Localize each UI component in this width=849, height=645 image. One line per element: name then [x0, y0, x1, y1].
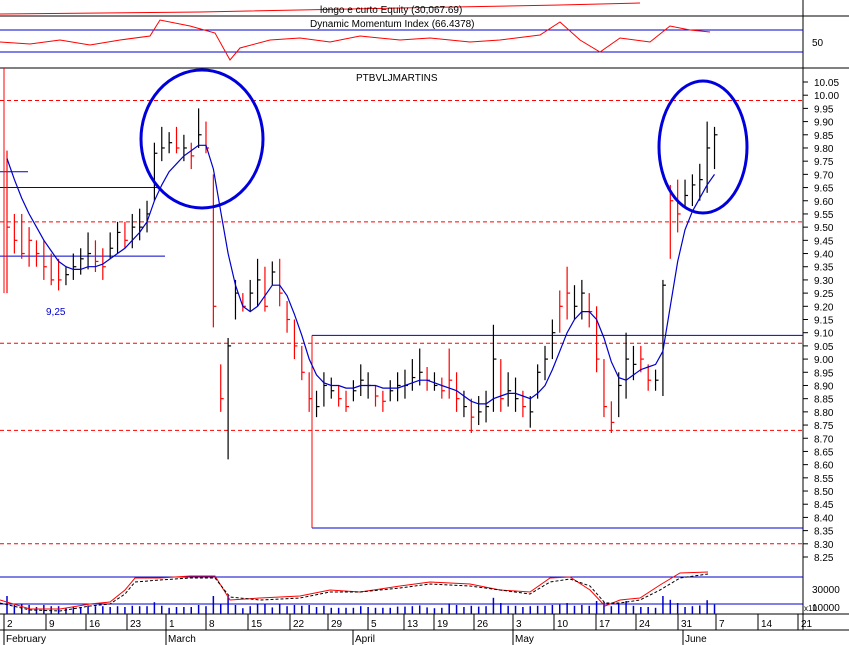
day-label: 3	[516, 619, 522, 630]
day-label: 21	[801, 619, 813, 630]
price-tick-label: 8.25	[814, 553, 834, 564]
price-tick-label: 8.65	[814, 447, 834, 458]
price-tick-label: 8.70	[814, 434, 834, 445]
day-label: 24	[639, 619, 651, 630]
price-tick-label: 10.00	[814, 91, 839, 102]
moving-average-line	[6, 144, 715, 405]
date-axis: 2 9 16 23 1 8 15 22 29 5 13 19 26 3 10 17 24 31 7 14 21Febru…	[3, 614, 813, 645]
price-tick-label: 9.75	[814, 157, 834, 168]
day-label: 8	[209, 619, 215, 630]
price-tick-label: 8.90	[814, 381, 834, 392]
month-label: April	[355, 634, 375, 645]
day-label: 15	[251, 619, 263, 630]
day-label: 23	[130, 619, 142, 630]
day-label: 2	[7, 619, 13, 630]
volume-bars	[6, 596, 716, 614]
price-tick-label: 9.35	[814, 263, 834, 274]
price-tick-label: 9.50	[814, 223, 834, 234]
price-tick-label: 10.05	[814, 78, 839, 89]
day-label: 1	[169, 619, 175, 630]
dmi-panel: Dynamic Momentum Index (66.4378) 50	[0, 19, 824, 61]
price-annotation: 9,25	[46, 307, 66, 318]
day-label: 5	[371, 619, 377, 630]
day-label: 22	[293, 619, 305, 630]
equity-line	[0, 2, 641, 15]
price-tick-label: 9.15	[814, 316, 834, 327]
day-label: 13	[407, 619, 419, 630]
price-tick-label: 9.70	[814, 170, 834, 181]
day-label: 19	[437, 619, 449, 630]
equity-title: longo e curto Equity (30,067.69)	[320, 5, 462, 16]
price-panel: PTBVLJMARTINS 9,25 10.05 10.00 9.95 9.90 9.8…	[0, 68, 839, 564]
volume-axis-bottom: 10000	[812, 603, 840, 614]
price-tick-label: 8.75	[814, 421, 834, 432]
highlight-circle-march	[139, 68, 265, 210]
day-label: 26	[477, 619, 489, 630]
price-tick-label: 9.25	[814, 289, 834, 300]
price-tick-label: 9.65	[814, 184, 834, 195]
day-label: 29	[331, 619, 343, 630]
month-label: June	[685, 634, 707, 645]
month-label: May	[515, 634, 534, 645]
day-label: 7	[719, 619, 725, 630]
day-label: 16	[89, 619, 101, 630]
price-tick-label: 9.85	[814, 131, 834, 142]
dmi-title: Dynamic Momentum Index (66.4378)	[310, 19, 475, 30]
price-tick-label: 9.30	[814, 276, 834, 287]
price-tick-label: 9.10	[814, 329, 834, 340]
price-tick-label: 9.95	[814, 104, 834, 115]
price-tick-label: 9.55	[814, 210, 834, 221]
price-tick-label: 9.00	[814, 355, 834, 366]
day-label: 14	[761, 619, 773, 630]
price-tick-label: 8.95	[814, 368, 834, 379]
price-tick-label: 8.45	[814, 500, 834, 511]
volume-panel: 30000 10000 x10	[0, 571, 840, 614]
price-bars	[6, 108, 718, 460]
price-tick-label: 9.80	[814, 144, 834, 155]
price-tick-label: 8.80	[814, 408, 834, 419]
price-tick-label: 9.05	[814, 342, 834, 353]
price-tick-label: 8.60	[814, 461, 834, 472]
price-tick-label: 9.40	[814, 250, 834, 261]
price-tick-label: 9.45	[814, 236, 834, 247]
price-tick-label: 9.60	[814, 197, 834, 208]
day-label: 9	[49, 619, 55, 630]
day-label: 10	[557, 619, 569, 630]
volume-unit-label: x10	[804, 604, 817, 613]
price-tick-label: 9.20	[814, 302, 834, 313]
highlight-circle-june	[657, 79, 749, 215]
price-tick-label: 8.85	[814, 395, 834, 406]
month-label: March	[168, 634, 196, 645]
volume-axis-top: 30000	[812, 585, 840, 596]
dmi-line	[0, 19, 711, 61]
dmi-axis-label: 50	[812, 38, 824, 49]
price-panel-title: PTBVLJMARTINS	[356, 73, 438, 84]
oscillator-signal-line	[0, 573, 709, 612]
price-axis-ticks: 10.05 10.00 9.95 9.90 9.85 9.80 9.75 9.70 9.65 9.…	[803, 78, 839, 564]
day-label: 31	[681, 619, 693, 630]
equity-panel: longo e curto Equity (30,067.69)	[0, 2, 641, 16]
price-tick-label: 8.30	[814, 540, 834, 551]
price-tick-label: 8.40	[814, 513, 834, 524]
oscillator-line	[0, 571, 709, 610]
price-tick-label: 8.55	[814, 474, 834, 485]
price-tick-label: 9.90	[814, 118, 834, 129]
price-tick-label: 8.35	[814, 527, 834, 538]
day-label: 17	[599, 619, 611, 630]
reference-lines	[0, 68, 803, 545]
month-label: February	[6, 634, 46, 645]
price-tick-label: 8.50	[814, 487, 834, 498]
